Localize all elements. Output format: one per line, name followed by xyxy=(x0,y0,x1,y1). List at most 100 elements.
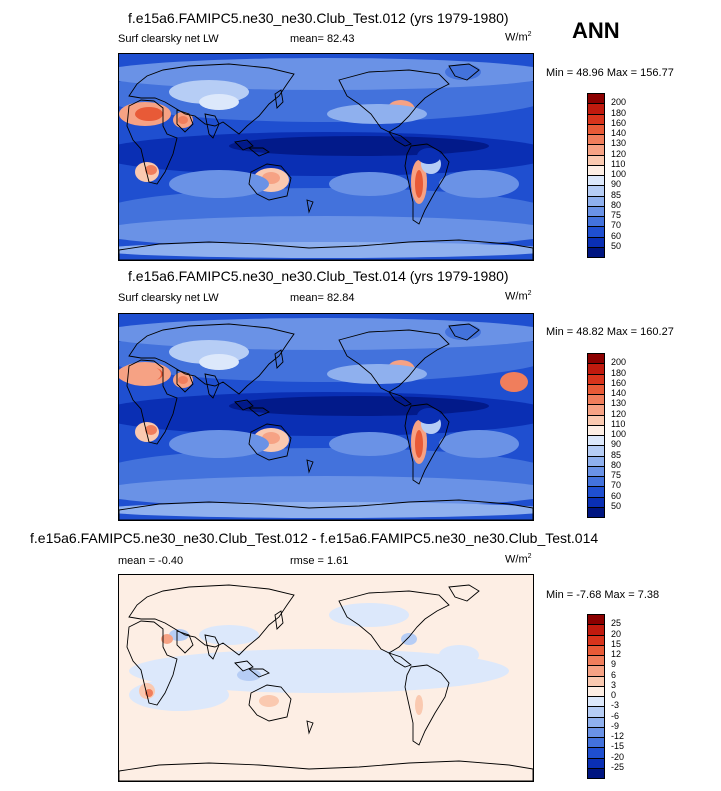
panel-1-minmax: Min = 48.96 Max = 156.77 xyxy=(546,67,674,79)
colorbar-3-tick-label: 12 xyxy=(611,649,622,659)
map3-field-patch xyxy=(329,603,409,627)
map3-field-patch xyxy=(439,645,479,665)
colorbar-1-tick-label: 80 xyxy=(611,199,622,210)
colorbar-2-tick-label: 75 xyxy=(611,470,622,480)
map1-field-patch xyxy=(169,170,269,198)
panel-1-mean-label: mean= 82.43 xyxy=(290,33,355,45)
panel-2-title: f.e15a6.FAMIPC5.ne30_ne30.Club_Test.014 … xyxy=(128,268,509,284)
map1-field-patch xyxy=(327,104,427,124)
coastline xyxy=(119,760,533,781)
colorbar-1-tick-label: 200 xyxy=(611,97,627,108)
coastline xyxy=(126,99,178,185)
coastline xyxy=(338,329,450,393)
coastline xyxy=(387,131,412,147)
map2-field-patch xyxy=(445,324,481,340)
coastline xyxy=(204,113,220,139)
coastline xyxy=(128,584,295,656)
coastline xyxy=(247,668,270,678)
colorbar-3-tick-label: 9 xyxy=(611,659,617,670)
coastline xyxy=(126,359,178,445)
map2-field-patch xyxy=(229,396,489,416)
colorbar-3-tick-label: 0 xyxy=(611,690,617,700)
coastline xyxy=(248,163,292,201)
colorbar-1-tick-label: 85 xyxy=(611,189,622,200)
colorbar-1-tick-label: 160 xyxy=(611,117,627,128)
coastline xyxy=(448,63,480,81)
colorbar-2-tick-label: 50 xyxy=(611,500,622,511)
colorbar-3-tick-label: 6 xyxy=(611,669,617,680)
coastline xyxy=(248,684,292,722)
coastline xyxy=(404,664,450,746)
panel-1-variable-label: Surf clearsky net LW xyxy=(118,33,219,45)
panel-1-colorbar: 200 180 160 140 130 120 110 100 90 85 80 75 70 60 50 xyxy=(587,93,647,258)
panel-3-colorbar: 25 20 15 12 9 6 3 0 -3 -6 -9 -12 -15 -20 -25 xyxy=(587,614,647,779)
map2-field-patch xyxy=(169,430,269,458)
colorbar-1-tick-label: 130 xyxy=(611,138,627,149)
map1-field-patch xyxy=(145,165,157,175)
colorbar-1-tick-label: 120 xyxy=(611,148,627,159)
colorbar-3-tick-label: -3 xyxy=(611,700,620,711)
map2-field-patch xyxy=(119,502,533,518)
coastline xyxy=(404,403,450,485)
coastline xyxy=(204,634,220,660)
coastline xyxy=(176,630,194,654)
coastline xyxy=(306,459,314,474)
panel-3-units: W/m2 xyxy=(505,553,532,566)
map3-field-patch xyxy=(129,649,509,693)
colorbar-2-tick-label: 70 xyxy=(611,480,622,491)
colorbar-3-tick-label: 3 xyxy=(611,679,617,690)
coastline xyxy=(204,373,220,399)
map3-field-patch xyxy=(169,629,189,641)
coastline xyxy=(128,63,295,135)
map2-field-patch xyxy=(199,354,239,370)
map1-field-patch xyxy=(417,148,441,164)
colorbar-2-tick-label: 180 xyxy=(611,367,627,378)
map3-field-patch xyxy=(237,669,261,681)
coastline xyxy=(234,139,254,151)
map1-field-patch xyxy=(135,107,163,121)
panel-3-map xyxy=(118,574,534,782)
colorbar-3-tick-label: 20 xyxy=(611,628,622,639)
panel-1-map xyxy=(118,53,534,261)
colorbar-2-tick-label: 90 xyxy=(611,439,622,450)
panel-2-minmax: Min = 48.82 Max = 160.27 xyxy=(546,326,674,338)
colorbar-3-tick-label: 25 xyxy=(611,618,622,629)
map2-field-patch xyxy=(417,408,441,424)
colorbar-1-box xyxy=(587,246,605,258)
coastline xyxy=(247,407,270,417)
panel-3-mean-label: mean = -0.40 xyxy=(118,555,184,567)
panel-3-rmse-label: rmse = 1.61 xyxy=(290,555,349,567)
colorbar-2-tick-label: 160 xyxy=(611,377,627,388)
coastline xyxy=(234,399,254,411)
panel-3-title: f.e15a6.FAMIPC5.ne30_ne30.Club_Test.012 … xyxy=(30,530,599,546)
colorbar-1-tick-label: 110 xyxy=(611,158,626,169)
map1-field-patch xyxy=(199,94,239,110)
map2-field-patch xyxy=(327,364,427,384)
colorbar-2-box xyxy=(587,506,605,518)
coastline xyxy=(387,391,412,407)
colorbar-2-tick-label: 120 xyxy=(611,408,627,419)
colorbar-3-box xyxy=(587,767,605,779)
coastline xyxy=(119,499,533,520)
map3-field-patch xyxy=(401,633,417,645)
map2-field-patch xyxy=(178,376,188,384)
colorbar-2-tick-label: 80 xyxy=(611,459,622,470)
panel-2-variable-label: Surf clearsky net LW xyxy=(118,292,219,304)
colorbar-2-tick-label: 130 xyxy=(611,398,627,409)
map1-field-patch xyxy=(445,64,481,80)
map3-field-patch xyxy=(415,695,423,715)
map1-field-patch xyxy=(119,242,533,258)
colorbar-1-tick-label: 90 xyxy=(611,179,622,190)
panel-3-minmax: Min = -7.68 Max = 7.38 xyxy=(546,589,660,601)
map2-field-patch xyxy=(415,430,423,458)
coastline xyxy=(234,660,254,672)
coastline xyxy=(176,369,194,393)
colorbar-1-tick-label: 140 xyxy=(611,128,627,138)
map1-field-patch xyxy=(439,170,519,198)
colorbar-1-tick-label: 75 xyxy=(611,210,622,220)
colorbar-1-tick-label: 70 xyxy=(611,220,622,231)
colorbar-3-tick-label: -20 xyxy=(611,751,625,762)
coastline xyxy=(176,109,194,133)
colorbar-2-tick-label: 85 xyxy=(611,449,622,460)
map3-field-patch xyxy=(199,625,259,645)
